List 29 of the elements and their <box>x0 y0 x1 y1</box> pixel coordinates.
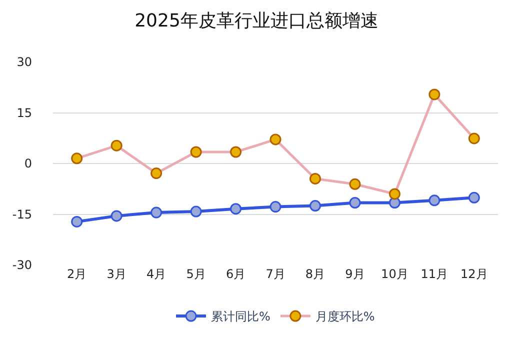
point <box>309 200 321 212</box>
y-tick-label: -15 <box>12 207 32 222</box>
point <box>190 206 202 218</box>
point <box>230 203 242 215</box>
x-tick-label: 7月 <box>266 267 286 281</box>
chart-title: 2025年皮革行业进口总额增速 <box>134 10 378 32</box>
y-tick-label: 30 <box>16 55 32 70</box>
y-tick-label: -30 <box>12 258 32 272</box>
x-tick-label: 9月 <box>345 267 365 281</box>
x-tick-label: 10月 <box>381 267 408 281</box>
point <box>110 210 122 222</box>
y-tick-label: 15 <box>16 106 32 120</box>
point <box>428 194 440 206</box>
x-tick-label: 12月 <box>460 267 488 281</box>
y-tick-label: 0 <box>24 156 32 171</box>
legend-label: 月度环比% <box>315 310 375 324</box>
point <box>71 216 83 228</box>
point <box>150 206 162 218</box>
x-tick-label: 5月 <box>186 267 206 281</box>
x-tick-label: 11月 <box>420 267 448 281</box>
x-tick-label: 3月 <box>106 267 126 281</box>
x-tick-label: 4月 <box>146 267 166 281</box>
point <box>349 197 361 208</box>
legend-label: 累计同比% <box>211 310 270 324</box>
x-tick-label: 2月 <box>67 267 87 281</box>
x-tick-label: 8月 <box>305 267 326 281</box>
x-tick-label: 6月 <box>226 267 246 281</box>
point <box>468 192 480 204</box>
point <box>270 201 282 213</box>
